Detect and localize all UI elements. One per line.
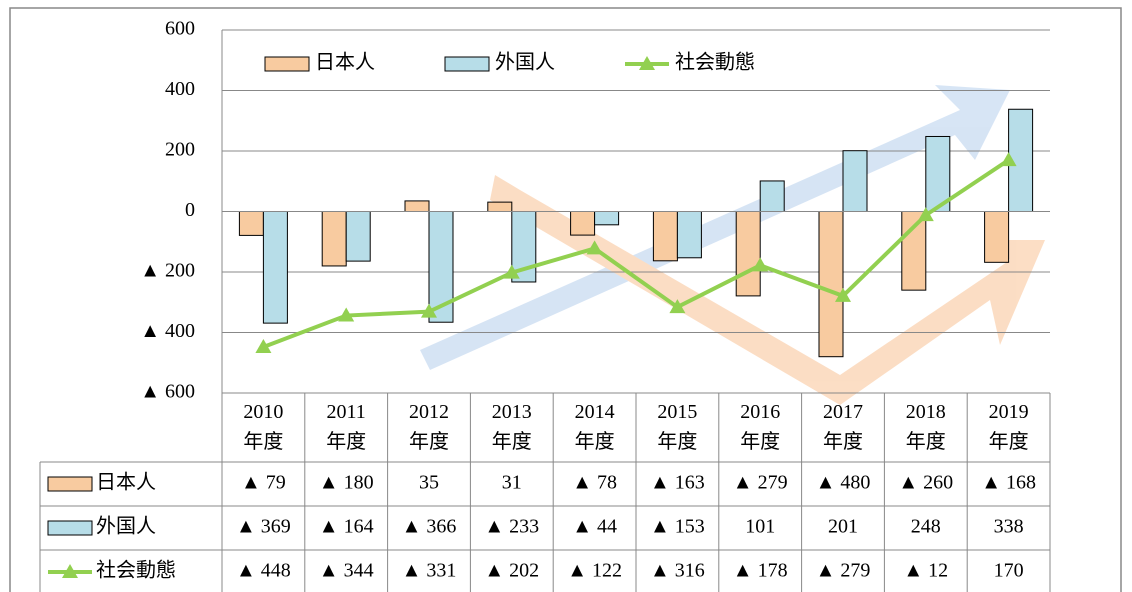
bar <box>345 211 371 262</box>
line-marker <box>338 307 355 322</box>
x-tick-label: 2018 年度 <box>905 401 946 453</box>
table-cell: 170 <box>994 560 1024 582</box>
table-cell: 338 <box>994 516 1024 538</box>
chart-border <box>9 7 1122 592</box>
table-cell: ▲ 260 <box>898 472 953 494</box>
x-tick-label: 2019 年度 <box>988 401 1029 453</box>
x-tick-label: 2012 年度 <box>409 401 449 453</box>
table-cell: ▲ 316 <box>650 560 705 582</box>
line-marker <box>752 257 769 272</box>
table-cell: ▲ 279 <box>733 472 788 494</box>
y-tick-label: ▲ 200 <box>140 260 195 282</box>
table-row-label: 日本人 <box>96 471 156 494</box>
y-tick-label: ▲ 600 <box>140 381 195 403</box>
table-cell: 31 <box>502 472 522 494</box>
bar <box>842 150 868 212</box>
table-cell: ▲ 78 <box>572 472 617 494</box>
y-tick-label: ▲ 400 <box>140 320 195 342</box>
line-series <box>262 158 1010 349</box>
table-cell: ▲ 344 <box>319 560 374 582</box>
bar <box>404 200 430 213</box>
legend-swatch <box>62 564 78 578</box>
bar <box>818 211 844 358</box>
table-cell: ▲ 233 <box>484 516 539 538</box>
bar <box>594 211 620 226</box>
line-marker <box>917 207 934 222</box>
x-tick-label: 2011 年度 <box>326 401 367 453</box>
bar <box>925 135 951 212</box>
legend-label: 社会動態 <box>675 51 755 74</box>
legend-swatch <box>264 56 310 72</box>
table-cell: ▲ 279 <box>816 560 871 582</box>
bar <box>759 180 785 212</box>
table-row-label: 社会動態 <box>96 559 176 582</box>
x-tick-label: 2014 年度 <box>574 401 615 453</box>
line-marker <box>421 303 437 318</box>
bar <box>570 211 596 236</box>
legend-swatch <box>639 56 655 70</box>
x-tick-label: 2013 年度 <box>491 401 532 453</box>
table-cell: 248 <box>911 516 941 538</box>
table-cell: ▲ 180 <box>319 472 374 494</box>
line-marker <box>586 240 603 255</box>
bar <box>901 211 927 291</box>
x-tick-label: 2015 年度 <box>657 401 698 453</box>
table-cell: ▲ 369 <box>236 516 291 538</box>
bar <box>676 211 702 259</box>
table-cell: ▲ 168 <box>981 472 1036 494</box>
bar <box>487 201 513 212</box>
table-cell: ▲ 202 <box>484 560 539 582</box>
x-tick-label: 2017 年度 <box>823 401 863 453</box>
line-marker <box>669 299 686 314</box>
legend-swatch <box>444 56 490 72</box>
y-tick-label: 600 <box>165 18 195 40</box>
table-cell: ▲ 153 <box>650 516 705 538</box>
table-cell: ▲ 163 <box>650 472 705 494</box>
x-tick-label: 2016 年度 <box>740 401 781 453</box>
table-cell: ▲ 480 <box>816 472 871 494</box>
bar <box>652 211 678 262</box>
table-cell: 35 <box>419 472 439 494</box>
orange-arrow <box>490 175 1045 405</box>
bar <box>984 211 1010 263</box>
table-row-label: 外国人 <box>96 515 156 538</box>
line-marker <box>503 264 520 279</box>
legend-swatch <box>47 476 93 492</box>
x-tick-label: 2010 年度 <box>243 401 284 453</box>
y-tick-label: 400 <box>165 78 195 100</box>
line-marker <box>1000 152 1017 167</box>
bar <box>262 211 288 324</box>
table-cell: ▲ 12 <box>903 560 948 582</box>
bar <box>735 211 761 297</box>
table-cell: ▲ 448 <box>236 560 291 582</box>
table-cell: ▲ 366 <box>402 516 457 538</box>
table-cell: ▲ 79 <box>241 472 286 494</box>
table-cell: ▲ 122 <box>567 560 622 582</box>
table-cell: ▲ 164 <box>319 516 374 538</box>
table-cell: 101 <box>745 516 775 538</box>
legend-label: 日本人 <box>315 51 375 74</box>
bar <box>321 211 347 267</box>
table-cell: ▲ 331 <box>402 560 457 582</box>
legend-label: 外国人 <box>495 51 555 74</box>
table-cell: ▲ 178 <box>733 560 788 582</box>
bar <box>238 211 264 236</box>
legend-swatch <box>47 520 93 536</box>
line-marker <box>835 287 851 302</box>
line-marker <box>255 339 272 354</box>
y-tick-label: 200 <box>165 139 195 161</box>
table-cell: 201 <box>828 516 858 538</box>
table-cell: ▲ 44 <box>572 516 617 538</box>
y-tick-label: 0 <box>185 199 195 221</box>
